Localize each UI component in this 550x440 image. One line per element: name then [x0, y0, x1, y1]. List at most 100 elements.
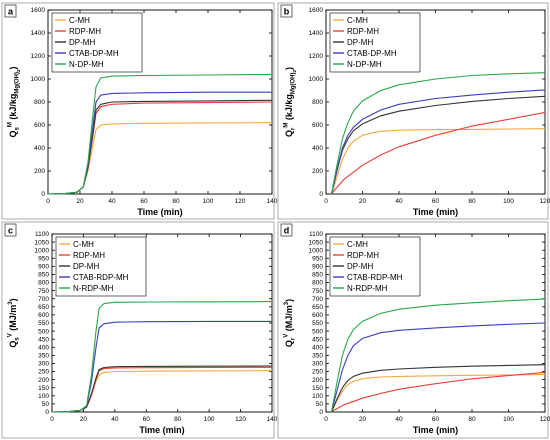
series-line-4	[330, 89, 546, 195]
y-tick-label: 800	[312, 99, 323, 106]
x-tick-label: 40	[395, 416, 403, 423]
y-label-unit: (MJ/m	[8, 305, 18, 334]
x-tick-label: 140	[267, 198, 278, 205]
y-tick-label: 150	[38, 385, 49, 392]
y-tick-label: 1400	[309, 30, 324, 37]
y-tick-label: 950	[38, 255, 49, 262]
x-tick-label: 20	[80, 416, 88, 423]
y-tick-label: 550	[312, 320, 323, 327]
x-tick-label: 100	[503, 416, 514, 423]
y-tick-label: 600	[312, 312, 323, 319]
x-tick-label: 80	[468, 416, 476, 423]
y-label-sup: V	[284, 334, 290, 338]
legend-entry: DP-MH	[347, 262, 373, 271]
x-tick-label: 80	[172, 198, 180, 205]
legend-entry: N-RDP-MH	[73, 284, 114, 293]
series-line-3	[330, 364, 546, 413]
legend-entry: CTAB-RDP-MH	[73, 273, 129, 282]
y-tick-label: 50	[316, 401, 324, 408]
y-tick-label: 250	[38, 369, 49, 376]
legend: C-MH RDP-MH DP-MH CTAB-RDP-MH N-RDP-MH	[329, 236, 421, 297]
y-label-unit: (MJ/m	[284, 305, 294, 334]
panel-label: b	[284, 7, 290, 17]
y-tick-label: 1100	[309, 231, 323, 238]
y-label-q: Q	[8, 341, 18, 348]
x-tick-label: 120	[540, 416, 550, 423]
series-line-1	[331, 374, 546, 413]
y-tick-label: 1200	[31, 53, 46, 60]
x-tick-label: 80	[468, 198, 476, 205]
y-tick-label: 300	[38, 361, 49, 368]
y-tick-label: 750	[38, 288, 49, 295]
panel-label-box	[280, 223, 293, 237]
x-axis-label: Time (min)	[413, 207, 458, 217]
x-tick-label: 120	[540, 198, 550, 205]
series-line-5	[330, 72, 546, 195]
x-tick-label: 100	[503, 198, 514, 205]
x-tick-label: 0	[324, 416, 328, 423]
y-tick-label: 1050	[309, 239, 324, 246]
legend-entry: C-MH	[69, 16, 90, 25]
y-label-unit-sub2: 2	[16, 69, 21, 72]
y-tick-label: 900	[312, 264, 323, 271]
series-line-5	[51, 301, 273, 413]
panel-frame	[277, 221, 549, 439]
legend-box	[329, 12, 421, 73]
y-tick-label: 700	[312, 296, 323, 303]
y-tick-label: 100	[312, 393, 323, 400]
y-tick-label: 600	[34, 122, 45, 129]
y-tick-label: 950	[312, 255, 323, 262]
legend-entry: C-MH	[347, 240, 368, 249]
legend-entry: RDP-MH	[347, 27, 379, 36]
y-label-unit-sup: 3	[284, 301, 290, 305]
y-tick-label: 400	[38, 344, 49, 351]
y-tick-label: 0	[319, 191, 323, 198]
x-tick-label: 0	[50, 416, 54, 423]
y-label-sub: r	[291, 127, 297, 130]
legend: C-MH RDP-MH DP-MH CTAB-DP-MH N-DP-MH	[329, 12, 421, 73]
x-tick-label: 20	[359, 416, 367, 423]
y-tick-label: 200	[34, 168, 45, 175]
y-label-unit: (kJ/kg	[284, 94, 294, 123]
legend-entry: N-DP-MH	[347, 60, 382, 69]
y-tick-label: 1600	[309, 7, 324, 14]
y-label-sup: V	[8, 333, 14, 337]
y-tick-label: 450	[312, 336, 323, 343]
x-tick-label: 40	[395, 198, 403, 205]
y-tick-label: 600	[312, 122, 323, 129]
panel-label-box	[4, 223, 17, 237]
legend-entry: C-MH	[73, 240, 94, 249]
y-tick-label: 900	[38, 264, 49, 271]
x-tick-label: 20	[359, 198, 367, 205]
legend-entry: N-RDP-MH	[347, 284, 388, 293]
y-tick-label: 800	[34, 99, 45, 106]
y-tick-label: 500	[312, 328, 323, 335]
panel-label: a	[8, 7, 14, 17]
y-axis-label: QsV (MJ/m3)	[8, 298, 21, 347]
y-tick-label: 850	[38, 272, 49, 279]
series-line-5	[330, 298, 546, 413]
y-tick-label: 400	[312, 145, 323, 152]
y-tick-label: 1000	[309, 247, 324, 254]
x-tick-label: 20	[76, 198, 84, 205]
legend-entry: DP-MH	[69, 38, 95, 47]
x-tick-label: 60	[432, 198, 440, 205]
y-tick-label: 800	[312, 280, 323, 287]
y-tick-label: 850	[312, 272, 323, 279]
y-label-q: Q	[284, 130, 294, 137]
y-tick-label: 550	[38, 320, 49, 327]
y-label-sub: r	[291, 337, 297, 340]
y-tick-label: 650	[312, 304, 323, 311]
x-tick-label: 60	[143, 416, 151, 423]
y-tick-label: 1000	[31, 76, 46, 83]
x-tick-label: 140	[267, 416, 278, 423]
legend-entry: DP-MH	[73, 262, 99, 271]
y-label-sub: s	[15, 127, 21, 131]
legend-box	[55, 236, 147, 297]
legend: C-MH RDP-MH DP-MH CTAB-DP-MH N-DP-MH	[51, 12, 143, 73]
y-tick-label: 600	[38, 312, 49, 319]
y-tick-label: 0	[319, 409, 323, 416]
x-tick-label: 120	[235, 198, 246, 205]
y-tick-label: 1600	[31, 7, 46, 14]
y-tick-label: 1050	[35, 239, 50, 246]
